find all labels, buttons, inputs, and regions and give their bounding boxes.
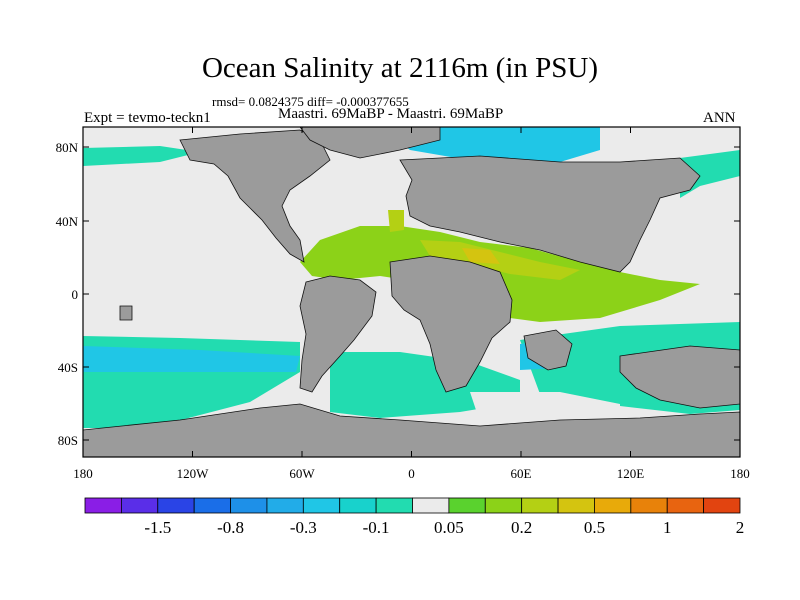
colorbar-swatch [484,497,523,514]
colorbar-swatch [339,497,377,514]
colorbar-swatch [703,497,741,514]
lon-label: 60E [511,466,532,481]
colorbar-swatch [193,497,231,514]
land-south-america [299,275,377,393]
comparison-label: Maastri. 69MaBP - Maastri. 69MaBP [278,106,504,122]
colorbar-swatch [557,497,595,514]
colorbar-label: -0.3 [290,518,317,537]
land-pacific-island [119,305,133,321]
lon-label: 0 [408,466,415,481]
map-field [83,127,740,457]
land-australia [619,345,740,409]
colorbar-swatch [375,497,413,514]
caribbean-green [388,210,404,232]
colorbar-swatch [448,497,486,514]
land-eurasia [399,155,701,273]
colorbar-label: 0.2 [511,518,532,537]
colorbar-swatch [230,497,268,514]
colorbar-label: 1 [663,518,672,537]
map-title: Ocean Salinity at 2116m (in PSU) [201,52,599,84]
colorbar-label: 0.05 [434,518,464,537]
land-greenland [299,127,441,159]
colorbar-swatch [157,497,195,514]
colorbar-swatch [630,497,668,514]
colorbar-label: 2 [736,518,745,537]
land-africa [389,255,513,393]
experiment-label: Expt = tevmo-teckn1 [84,110,211,126]
colorbar-swatch [84,497,122,514]
arctic-teal-east [680,150,740,198]
colorbar-swatch [666,497,705,514]
colorbar-label: -1.5 [144,518,171,537]
tethys-yellow-core [420,240,580,280]
colorbar-swatch [120,497,159,514]
lat-label: 0 [72,287,79,302]
lon-label: 120E [617,466,645,481]
period-label: ANN [703,110,736,126]
lat-label: 80N [56,140,79,155]
colorbar: -1.5 -0.8 -0.3 -0.1 0.05 0.2 0.5 1 2 [84,497,745,537]
rmsd-stats: rmsd= 0.0824375 diff= -0.000377655 [212,94,409,109]
colorbar-swatch [594,497,632,514]
axis-ticks: 80N 40N 0 40S 80S 180 120W 60W 0 60E 120E 180 [56,127,750,481]
colorbar-swatch [412,497,450,514]
colorbar-label: -0.8 [217,518,244,537]
colorbar-label: -0.1 [363,518,390,537]
lon-label: 120W [177,466,210,481]
lat-label: 80S [58,433,78,448]
lat-label: 40S [58,360,78,375]
colorbar-swatch [266,497,304,514]
antarctic-light-strip [470,392,620,422]
land-antarctica [83,403,740,457]
lon-label: 180 [73,466,93,481]
lat-label: 40N [56,214,79,229]
colorbar-label: 0.5 [584,518,605,537]
arctic-teal-west [83,146,200,166]
lon-label: 180 [730,466,750,481]
colorbar-swatch [521,497,559,514]
colorbar-swatch [302,497,341,514]
south-pacific-cyan [83,346,300,372]
tethys-yellow-spot [462,248,500,264]
landmasses [83,127,740,457]
lon-label: 60W [289,466,315,481]
land-india-madagascar [523,329,573,371]
